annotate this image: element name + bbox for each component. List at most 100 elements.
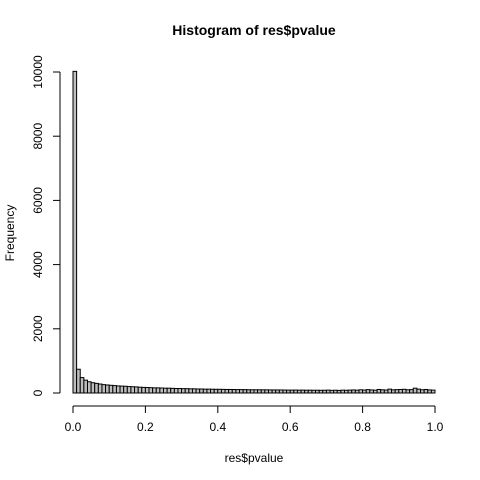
histogram-bar-14: [123, 385, 128, 394]
histogram-bar-42: [224, 388, 230, 394]
histogram-bar-25: [163, 387, 168, 394]
histogram-bar-59: [286, 389, 291, 394]
histogram-bar-45: [235, 389, 241, 394]
histogram-bar-81: [365, 389, 371, 394]
histogram-bar-89: [394, 389, 400, 394]
histogram-bar-87: [387, 388, 393, 394]
histogram-bar-1: [76, 368, 81, 394]
y-tick-label-5: 10000: [31, 55, 45, 89]
chart-title: Histogram of res$pvalue: [172, 22, 336, 38]
histogram-bar-20: [144, 387, 150, 394]
histogram-bar-43: [228, 388, 233, 394]
histogram-bar-52: [260, 389, 266, 394]
histogram-bar-60: [289, 389, 295, 394]
histogram-bar-96: [420, 389, 425, 394]
histogram-bar-65: [307, 389, 313, 394]
histogram-bar-78: [354, 389, 360, 394]
histogram-bar-24: [159, 387, 165, 394]
histogram-bar-40: [217, 388, 222, 394]
histogram-bar-21: [148, 387, 154, 394]
histogram-bar-37: [206, 388, 212, 394]
histogram-bar-32: [188, 388, 193, 394]
histogram-bar-68: [318, 389, 324, 394]
histogram-bar-23: [155, 387, 161, 394]
y-tick-label-2: 4000: [31, 251, 45, 278]
histogram-bar-56: [275, 389, 280, 394]
histogram-bar-7: [97, 383, 103, 394]
histogram-bar-0: [72, 70, 78, 394]
histogram-bar-66: [311, 389, 317, 394]
x-tick-label-4: 0.8: [354, 420, 371, 434]
histogram-bar-94: [412, 387, 418, 394]
histogram-bar-51: [257, 389, 262, 394]
x-axis-label: res$pvalue: [225, 451, 284, 465]
histogram-bar-28: [173, 388, 179, 394]
histogram-bar-49: [249, 389, 255, 394]
y-tick-label-4: 8000: [31, 123, 45, 150]
histogram-bar-70: [325, 389, 331, 394]
histogram-bar-62: [296, 389, 302, 394]
histogram-bar-33: [191, 388, 197, 394]
histogram-bar-69: [322, 389, 327, 394]
histogram-bar-64: [304, 389, 309, 394]
histogram-bar-38: [210, 388, 215, 394]
histogram-bar-50: [253, 389, 259, 394]
histogram-bar-58: [282, 389, 288, 394]
histogram-bar-53: [264, 389, 269, 394]
histogram-bar-95: [416, 388, 422, 394]
histogram-bar-13: [119, 385, 125, 394]
histogram-bar-22: [152, 387, 157, 394]
histogram-bar-9: [105, 384, 110, 394]
histogram-bar-4: [86, 381, 92, 394]
histogram-bar-26: [166, 387, 172, 394]
histogram-bar-15: [126, 386, 132, 394]
histogram-bar-10: [108, 384, 114, 394]
histogram-bar-39: [213, 388, 219, 394]
histogram-bar-76: [347, 389, 353, 394]
y-tick-label-3: 6000: [31, 187, 45, 214]
histogram-bar-47: [242, 389, 248, 394]
histogram-bar-98: [427, 389, 432, 394]
histogram-bar-5: [90, 382, 96, 394]
histogram-bar-80: [362, 389, 367, 394]
histogram-bars: [72, 70, 436, 394]
histogram-bar-17: [134, 386, 139, 394]
histogram-bar-97: [423, 388, 429, 394]
histogram-bar-74: [340, 389, 346, 394]
histogram-bar-84: [376, 388, 382, 394]
histogram-bar-90: [398, 388, 403, 394]
histogram-bar-41: [220, 388, 226, 394]
x-tick-label-1: 0.2: [137, 420, 154, 434]
histogram-bar-61: [293, 389, 298, 394]
x-tick-label-0: 0.0: [65, 420, 82, 434]
histogram-bar-91: [401, 388, 407, 394]
histogram-bar-88: [391, 389, 396, 394]
histogram-bar-30: [181, 388, 186, 394]
histogram-bar-3: [83, 379, 88, 394]
histogram-bar-8: [101, 384, 107, 394]
y-axis-label: Frequency: [3, 205, 17, 262]
histogram-bar-29: [177, 388, 183, 394]
histogram-bar-93: [409, 389, 414, 394]
x-tick-label-2: 0.4: [209, 420, 226, 434]
histogram-bar-16: [130, 386, 136, 394]
histogram-bar-71: [329, 389, 335, 394]
histogram-bar-48: [246, 389, 251, 394]
histogram-bar-92: [405, 389, 411, 394]
histogram-bar-99: [430, 389, 436, 394]
histogram-bar-72: [333, 389, 338, 394]
histogram-bar-86: [383, 389, 389, 394]
histogram-bar-55: [271, 389, 277, 394]
histogram-bar-19: [141, 386, 146, 394]
histogram-bar-11: [112, 385, 117, 394]
histogram-bar-82: [369, 389, 374, 394]
x-axis: 0.0 0.2 0.4 0.6 0.8 1.0: [65, 405, 444, 434]
x-tick-label-5: 1.0: [427, 420, 444, 434]
histogram-bar-18: [137, 386, 143, 394]
histogram-bar-27: [170, 387, 175, 394]
histogram-bar-12: [115, 385, 121, 394]
histogram-bar-85: [380, 389, 385, 394]
histogram-bar-63: [300, 389, 306, 394]
